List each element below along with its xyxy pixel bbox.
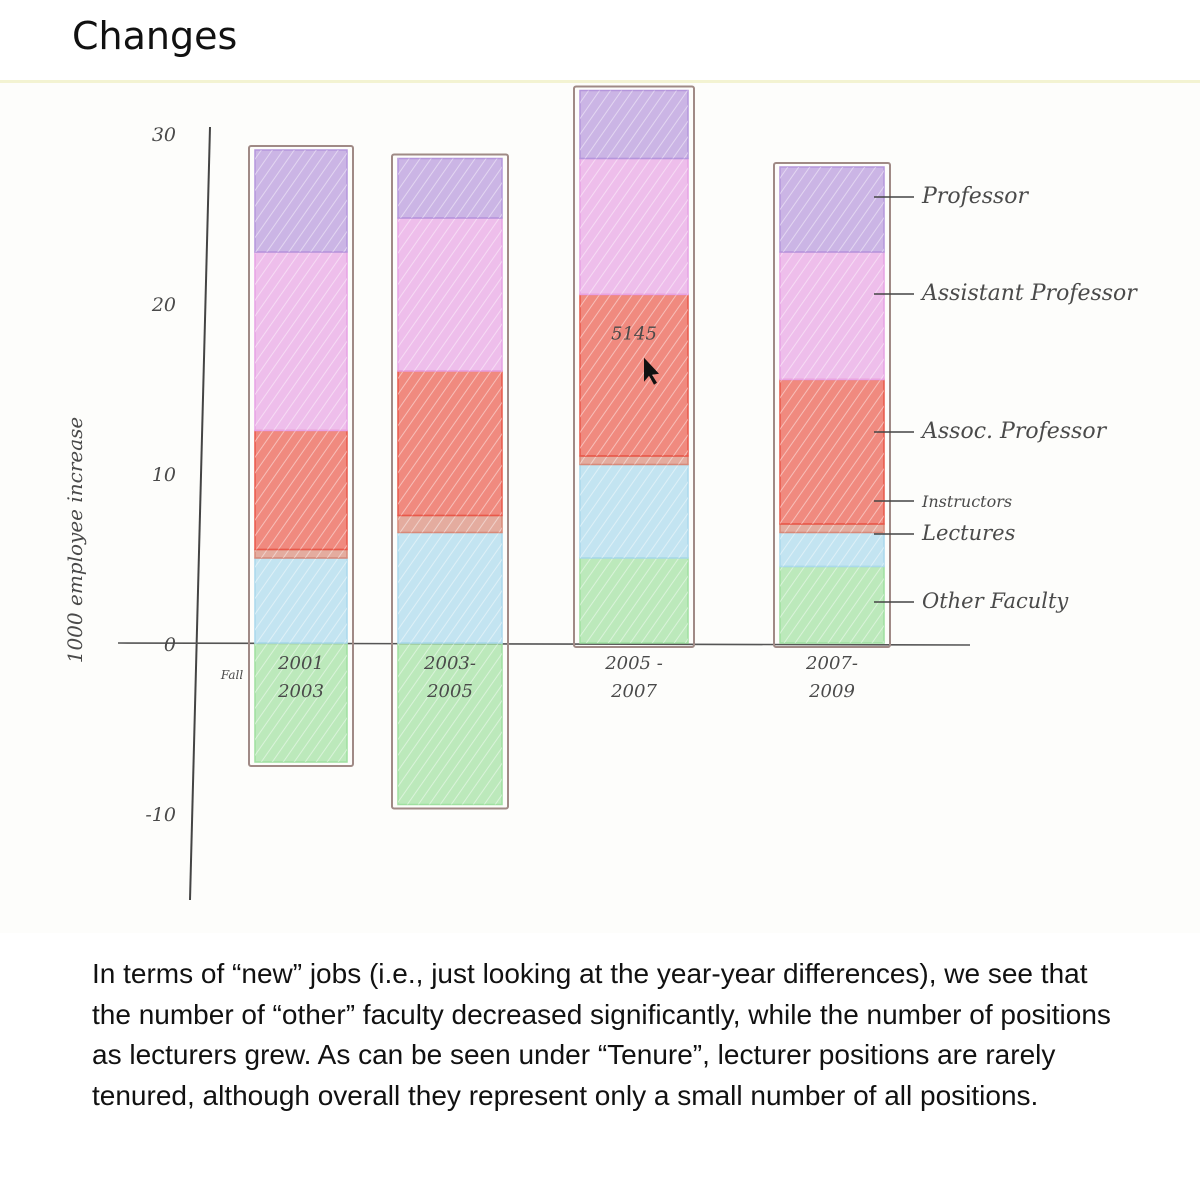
legend-label-lectures: Lectures [921, 521, 1016, 545]
x-tick-label-1-line2: 2005 [426, 681, 473, 702]
bar-segment-other-faculty-3-hatch [780, 566, 884, 643]
bar-segment-assistant-professor-3-hatch [780, 252, 884, 380]
annotation-label-0: 5145 [611, 324, 657, 345]
bar-outline-1 [391, 153, 509, 810]
stacked-bar-chart: 30 20 10 0 -10 1000 employee increase 2001 2003… [63, 85, 1138, 901]
y-tick-label-30: 30 [152, 124, 176, 146]
bar-segment-instructors-0-hatch [255, 549, 347, 558]
sketch-area: 30 20 10 0 -10 1000 employee increase 2001 2003… [0, 83, 1200, 933]
bar-segment-professor-2-hatch [580, 90, 688, 159]
bar-segment-assoc-professor-0-hatch [255, 430, 347, 550]
x-prefix-label: Fall [220, 668, 244, 682]
page-header: Changes [0, 0, 1200, 83]
page-title: Changes [72, 14, 238, 58]
y-axis-line [189, 126, 211, 901]
x-tick-label-0-line2: 2003 [277, 681, 324, 702]
bar-segment-professor-1-hatch [398, 158, 502, 218]
legend-label-professor: Professor [921, 184, 1030, 209]
bar-segment-lectures-1-hatch [398, 532, 502, 643]
bar-segment-assoc-professor-3-hatch [780, 379, 884, 524]
bar-segment-assistant-professor-0-hatch [255, 252, 347, 431]
bar-segment-instructors-1-hatch [398, 515, 502, 533]
x-tick-label-3-line2: 2009 [808, 681, 855, 702]
y-tick-label-0: 0 [164, 634, 176, 656]
legend-label-assistant-professor: Assistant Professor [920, 281, 1138, 306]
bar-segment-other-faculty-1-hatch [398, 643, 502, 805]
bar-segment-assistant-professor-1-hatch [398, 218, 502, 371]
bar-outline-2 [573, 85, 695, 648]
x-tick-label-0-line1: 2001 [277, 653, 324, 674]
x-tick-label-1-line1: 2003- [423, 653, 476, 674]
y-tick-label-20: 20 [151, 294, 176, 316]
legend-label-instructors: Instructors [921, 492, 1012, 511]
caption-text: In terms of “new” jobs (i.e., just looki… [92, 958, 1111, 1111]
legend-label-other-faculty: Other Faculty [922, 589, 1069, 613]
y-tick-label-neg10: -10 [145, 804, 176, 826]
bar-outline-0 [248, 145, 354, 767]
x-tick-label-2-line1: 2005 - [604, 653, 663, 674]
bar-segment-assistant-professor-2-hatch [580, 158, 688, 295]
bar-segment-instructors-2-hatch [580, 456, 688, 465]
bar-segment-lectures-0-hatch [255, 558, 347, 643]
y-axis-label: 1000 employee increase [63, 417, 87, 664]
bar-segment-other-faculty-0-hatch [255, 643, 347, 762]
bar-segment-lectures-3-hatch [780, 532, 884, 567]
y-tick-label-10: 10 [152, 464, 176, 486]
x-tick-label-2-line2: 2007 [610, 681, 657, 702]
bar-segment-professor-0-hatch [255, 150, 347, 252]
x-tick-label-3-line1: 2007- [805, 653, 858, 674]
cursor-icon [644, 357, 659, 385]
bar-segment-professor-3-hatch [780, 167, 884, 252]
bar-segment-other-faculty-2-hatch [580, 558, 688, 643]
bar-segment-instructors-3-hatch [780, 524, 884, 533]
legend-label-assoc-professor: Assoc. Professor [920, 419, 1108, 444]
bar-segment-lectures-2-hatch [580, 464, 688, 558]
bar-segment-assoc-professor-2-hatch [580, 294, 688, 456]
bar-segment-assoc-professor-1-hatch [398, 371, 502, 516]
bar-outline-3 [773, 162, 891, 648]
